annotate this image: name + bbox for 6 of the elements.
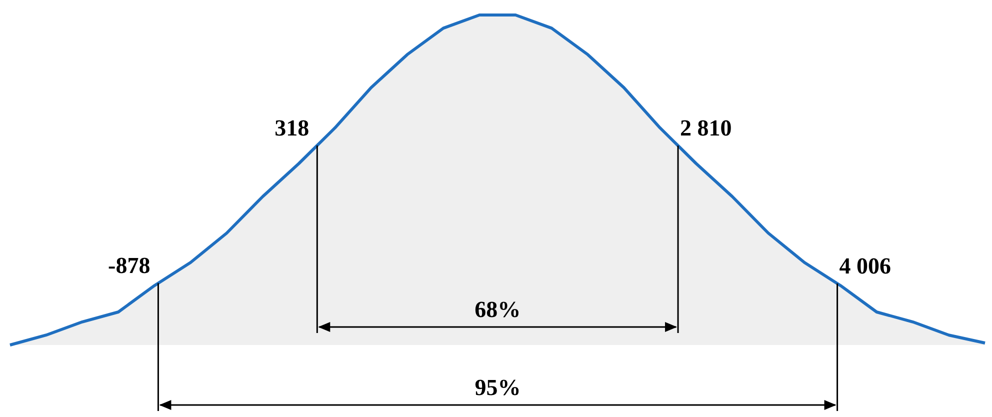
annotation: 4 006 bbox=[839, 254, 892, 279]
annotation: 318 bbox=[274, 115, 310, 140]
annotation: 68% bbox=[474, 297, 521, 322]
annotation: 2 810 bbox=[680, 116, 732, 141]
annotation: -878 bbox=[108, 253, 150, 278]
text: 95% bbox=[474, 375, 521, 400]
